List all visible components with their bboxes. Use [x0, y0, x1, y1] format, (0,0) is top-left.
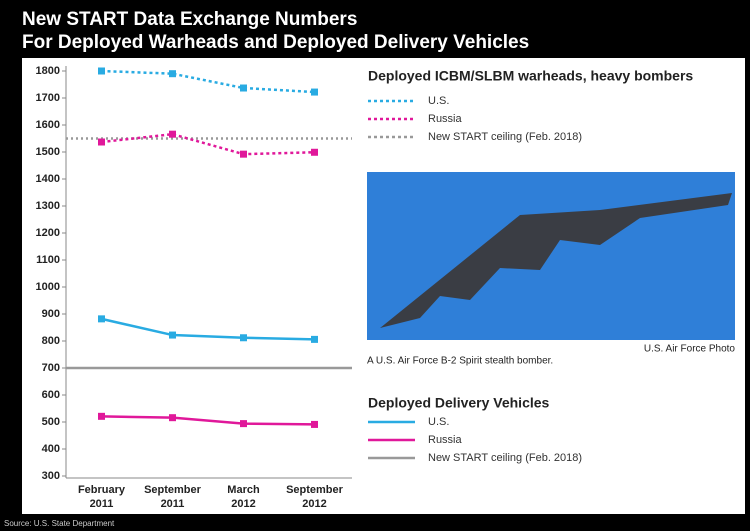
y-tick-label: 1400 [36, 173, 60, 185]
point [169, 131, 176, 138]
y-tick-label: 1500 [36, 146, 60, 158]
y-tick-label: 1800 [36, 65, 60, 77]
point [169, 70, 176, 77]
legend-label: U.S. [428, 416, 449, 428]
chart-subtitle: For Deployed Warheads and Deployed Deliv… [22, 32, 529, 53]
point [240, 85, 247, 92]
point [240, 151, 247, 158]
legend-title: Deployed ICBM/SLBM warheads, heavy bombe… [368, 68, 693, 84]
chart: New START Data Exchange Numbers For Depl… [0, 0, 750, 531]
y-tick-label: 1300 [36, 200, 60, 212]
legend-title: Deployed Delivery Vehicles [368, 395, 550, 411]
y-tick-label: 300 [42, 470, 60, 482]
point [240, 420, 247, 427]
y-tick-label: 1700 [36, 92, 60, 104]
legend-label: New START ceiling (Feb. 2018) [428, 131, 582, 143]
photo-caption: A U.S. Air Force B-2 Spirit stealth bomb… [367, 356, 553, 367]
photo-credit: U.S. Air Force Photo [644, 344, 736, 355]
y-tick-label: 900 [42, 308, 60, 320]
source: Source: U.S. State Department [4, 519, 115, 528]
point [98, 139, 105, 146]
y-tick-label: 400 [42, 443, 60, 455]
point [169, 332, 176, 339]
point [98, 413, 105, 420]
photo [367, 172, 735, 340]
legend-label: New START ceiling (Feb. 2018) [428, 452, 582, 464]
legend-label: Russia [428, 113, 463, 125]
y-tick-label: 500 [42, 416, 60, 428]
y-tick-label: 1200 [36, 227, 60, 239]
point [311, 89, 318, 96]
x-tick-label: 2011 [90, 498, 114, 510]
point [98, 315, 105, 322]
x-tick-label: 2012 [231, 498, 255, 510]
y-tick-label: 700 [42, 362, 60, 374]
x-tick-label: 2011 [161, 498, 185, 510]
chart-title: New START Data Exchange Numbers [22, 9, 357, 30]
legend-label: Russia [428, 434, 463, 446]
point [311, 149, 318, 156]
point [311, 336, 318, 343]
y-tick-label: 1100 [36, 254, 60, 266]
point [311, 421, 318, 428]
point [98, 68, 105, 75]
y-tick-label: 800 [42, 335, 60, 347]
y-tick-label: 600 [42, 389, 60, 401]
point [240, 334, 247, 341]
x-tick-label: September [286, 484, 344, 496]
x-tick-label: September [144, 484, 202, 496]
point [169, 414, 176, 421]
x-tick-label: 2012 [302, 498, 326, 510]
x-tick-label: March [227, 484, 260, 496]
y-tick-label: 1000 [36, 281, 60, 293]
legend-label: U.S. [428, 95, 449, 107]
x-tick-label: February [78, 484, 126, 496]
y-tick-label: 1600 [36, 119, 60, 131]
